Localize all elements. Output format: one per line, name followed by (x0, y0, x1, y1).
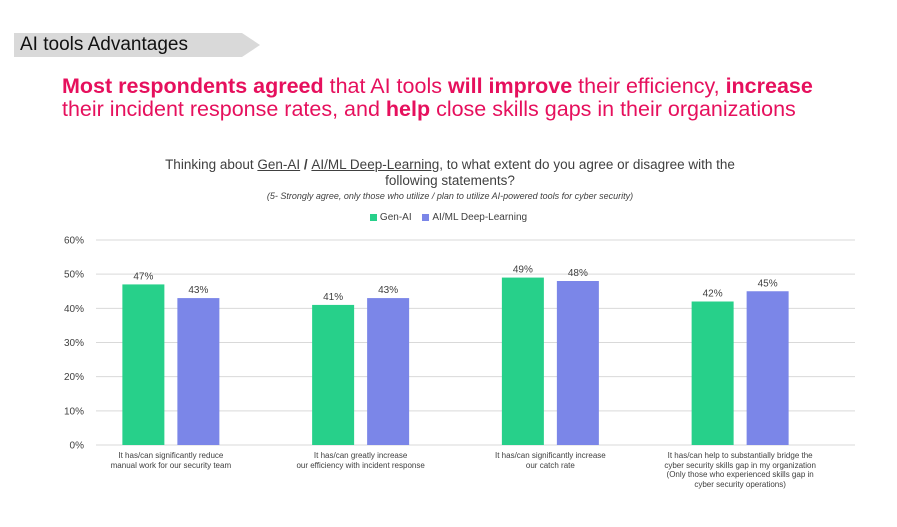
data-label: 49% (513, 265, 533, 276)
legend-swatch-genai (369, 214, 377, 221)
data-label: 41% (323, 292, 343, 303)
headline-part: help (385, 97, 431, 121)
legend-item-genai: Gen-AI (369, 212, 412, 223)
bar (122, 284, 165, 445)
headline-part: will improve (447, 74, 573, 98)
chart-title-prefix: Thinking about (165, 157, 258, 172)
headline-part: close skills gaps in their organizations (430, 97, 796, 121)
chart-title-suffix: , to what extent do you agree or disagre… (439, 157, 735, 172)
bar (691, 301, 734, 445)
headline: Most respondents agreed that AI tools wi… (62, 75, 882, 121)
headline-part: their efficiency, (572, 74, 726, 98)
data-label: 48% (568, 268, 588, 279)
chart-title-genai: Gen-AI (257, 157, 301, 172)
category-label: It has/can greatly increase our efficien… (296, 451, 425, 470)
legend-label-genai: Gen-AI (379, 212, 412, 223)
bar (312, 304, 355, 445)
headline-part: their incident response rates, and (62, 97, 386, 121)
y-tick-label: 0% (70, 441, 85, 452)
bar (556, 281, 599, 445)
chart-title-line2: following statements? (385, 173, 515, 188)
bar (746, 291, 789, 445)
data-label: 43% (378, 285, 398, 296)
data-label: 43% (188, 285, 208, 296)
chart-title-aiml: AI/ML Deep-Learning (311, 157, 440, 172)
chart-legend: Gen-AI AI/ML Deep-Learning (0, 212, 897, 224)
headline-part: Most respondents agreed (62, 74, 324, 98)
y-tick-label: 20% (64, 372, 84, 383)
y-tick-label: 10% (64, 406, 84, 417)
legend-swatch-aiml (422, 214, 430, 221)
section-tag: AI tools Advantages (14, 33, 260, 57)
data-label: 42% (703, 289, 723, 300)
y-tick-label: 40% (64, 304, 84, 315)
chart-title: Thinking about Gen-AI / AI/ML Deep-Learn… (120, 157, 780, 189)
legend-item-aiml: AI/ML Deep-Learning (422, 212, 527, 223)
category-label: It has/can help to substantially bridge … (664, 451, 816, 489)
category-label: It has/can significantly increase our ca… (495, 451, 606, 470)
y-tick-label: 60% (64, 236, 84, 247)
bar (367, 298, 410, 445)
headline-part: that AI tools (323, 74, 448, 98)
chart-title-slash: / (300, 157, 312, 172)
bar (501, 277, 544, 445)
headline-part: increase (725, 74, 813, 98)
y-tick-label: 30% (64, 338, 84, 349)
bar (177, 298, 220, 445)
chart-subtitle: (5- Strongly agree, only those who utili… (266, 191, 634, 201)
legend-label-aiml: AI/ML Deep-Learning (432, 212, 528, 223)
data-label: 47% (133, 271, 153, 282)
data-label: 45% (758, 278, 778, 289)
y-tick-label: 50% (64, 270, 84, 281)
category-label: It has/can significantly reduce manual w… (110, 451, 232, 470)
